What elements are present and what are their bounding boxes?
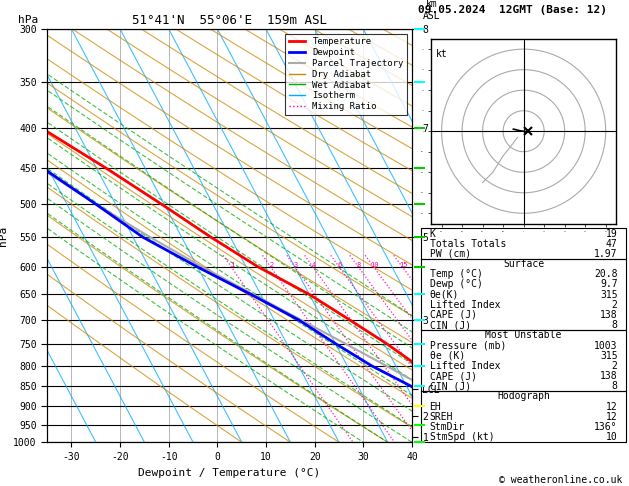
- Text: 09.05.2024  12GMT (Base: 12): 09.05.2024 12GMT (Base: 12): [418, 5, 607, 15]
- Text: EH: EH: [430, 401, 442, 412]
- Text: © weatheronline.co.uk: © weatheronline.co.uk: [499, 475, 623, 485]
- Text: Pressure (mb): Pressure (mb): [430, 341, 506, 350]
- Text: CAPE (J): CAPE (J): [430, 371, 477, 381]
- Text: CIN (J): CIN (J): [430, 320, 470, 330]
- Text: 138: 138: [600, 310, 618, 320]
- X-axis label: Dewpoint / Temperature (°C): Dewpoint / Temperature (°C): [138, 468, 321, 478]
- Text: 15: 15: [399, 261, 407, 268]
- Text: km
ASL: km ASL: [423, 0, 441, 21]
- Text: Dewp (°C): Dewp (°C): [430, 279, 482, 290]
- Text: K: K: [430, 228, 435, 239]
- Text: 10: 10: [370, 261, 379, 268]
- Text: 2: 2: [612, 361, 618, 371]
- Y-axis label: hPa: hPa: [0, 226, 8, 246]
- Text: Surface: Surface: [503, 259, 544, 269]
- Text: 1003: 1003: [594, 341, 618, 350]
- Text: 10: 10: [606, 432, 618, 442]
- Text: θe(K): θe(K): [430, 290, 459, 299]
- Text: 136°: 136°: [594, 422, 618, 432]
- Text: 8: 8: [612, 320, 618, 330]
- Text: hPa: hPa: [18, 15, 38, 25]
- Text: 3: 3: [294, 261, 298, 268]
- Text: 6: 6: [338, 261, 342, 268]
- Text: Most Unstable: Most Unstable: [486, 330, 562, 340]
- Title: 51°41'N  55°06'E  159m ASL: 51°41'N 55°06'E 159m ASL: [132, 14, 327, 27]
- Text: 19: 19: [606, 228, 618, 239]
- Text: CAPE (J): CAPE (J): [430, 310, 477, 320]
- Legend: Temperature, Dewpoint, Parcel Trajectory, Dry Adiabat, Wet Adiabat, Isotherm, Mi: Temperature, Dewpoint, Parcel Trajectory…: [286, 34, 408, 115]
- Text: θe (K): θe (K): [430, 351, 465, 361]
- Text: kt: kt: [435, 49, 447, 59]
- Text: Lifted Index: Lifted Index: [430, 300, 500, 310]
- Text: PW (cm): PW (cm): [430, 249, 470, 259]
- Text: 9.7: 9.7: [600, 279, 618, 290]
- Text: Hodograph: Hodograph: [497, 391, 550, 401]
- Text: StmSpd (kt): StmSpd (kt): [430, 432, 494, 442]
- Text: 2: 2: [269, 261, 274, 268]
- Text: 138: 138: [600, 371, 618, 381]
- Text: CIN (J): CIN (J): [430, 381, 470, 391]
- Text: 2: 2: [612, 300, 618, 310]
- Text: 4: 4: [311, 261, 316, 268]
- Text: 47: 47: [606, 239, 618, 249]
- Text: 1: 1: [230, 261, 234, 268]
- Text: SREH: SREH: [430, 412, 453, 422]
- Text: StmDir: StmDir: [430, 422, 465, 432]
- Text: 1.97: 1.97: [594, 249, 618, 259]
- Text: 315: 315: [600, 290, 618, 299]
- Text: 12: 12: [606, 412, 618, 422]
- Text: Temp (°C): Temp (°C): [430, 269, 482, 279]
- Text: 8: 8: [612, 381, 618, 391]
- Text: 315: 315: [600, 351, 618, 361]
- Text: 20.8: 20.8: [594, 269, 618, 279]
- Text: Totals Totals: Totals Totals: [430, 239, 506, 249]
- Text: Lifted Index: Lifted Index: [430, 361, 500, 371]
- Text: 8: 8: [357, 261, 361, 268]
- Text: 12: 12: [606, 401, 618, 412]
